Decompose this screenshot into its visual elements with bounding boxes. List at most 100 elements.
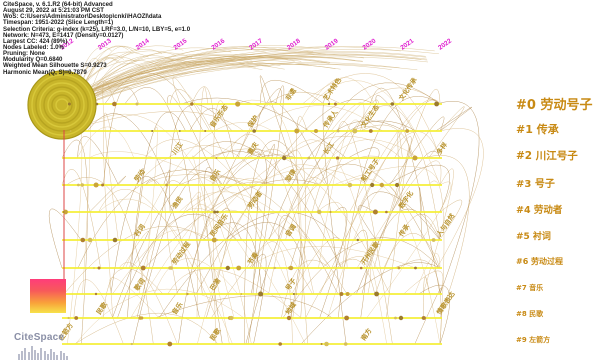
- keyword-node[interactable]: [167, 341, 173, 347]
- keyword-node[interactable]: [213, 210, 217, 214]
- keyword-node[interactable]: [324, 341, 329, 347]
- keyword-node[interactable]: [165, 183, 169, 187]
- keyword-label[interactable]: 民歌: [207, 326, 222, 342]
- keyword-node[interactable]: [390, 102, 395, 106]
- keyword-node[interactable]: [93, 182, 99, 188]
- keyword-node[interactable]: [314, 129, 318, 133]
- keyword-label[interactable]: 劳动者: [245, 189, 264, 211]
- keyword-node[interactable]: [317, 209, 322, 215]
- keyword-node[interactable]: [339, 292, 344, 296]
- keyword-label[interactable]: 重庆: [245, 140, 260, 156]
- keyword-node[interactable]: [112, 237, 118, 243]
- keyword-node[interactable]: [345, 292, 350, 296]
- keyword-node[interactable]: [320, 343, 323, 345]
- keyword-label[interactable]: 旋律: [282, 167, 298, 184]
- keyword-node[interactable]: [94, 292, 98, 296]
- keyword-node[interactable]: [294, 128, 300, 134]
- keyword-node[interactable]: [394, 316, 397, 320]
- keyword-label[interactable]: 劳动: [132, 167, 147, 183]
- keyword-node[interactable]: [379, 182, 384, 188]
- keyword-node[interactable]: [151, 130, 154, 132]
- keyword-label[interactable]: 歌词: [132, 276, 147, 292]
- keyword-node[interactable]: [356, 238, 359, 242]
- keyword-label[interactable]: 渔民: [170, 194, 185, 210]
- keyword-node[interactable]: [327, 102, 331, 106]
- keyword-node[interactable]: [370, 182, 375, 188]
- keyword-node[interactable]: [385, 210, 388, 214]
- keyword-node[interactable]: [333, 102, 337, 106]
- keyword-label[interactable]: 劳动过程: [170, 239, 193, 266]
- cluster-legend-item[interactable]: #8 民歌: [516, 310, 544, 318]
- keyword-node[interactable]: [135, 102, 139, 106]
- keyword-label[interactable]: 巴渝: [207, 276, 222, 292]
- keyword-label[interactable]: 数字化: [396, 189, 415, 211]
- keyword-node[interactable]: [240, 293, 243, 295]
- keyword-label[interactable]: 民歌: [94, 300, 109, 316]
- keyword-node[interactable]: [112, 101, 117, 107]
- keyword-node[interactable]: [395, 182, 400, 188]
- cluster-legend-item[interactable]: #6 劳动过程: [516, 257, 564, 266]
- keyword-node[interactable]: [225, 265, 230, 271]
- keyword-label[interactable]: 音乐: [207, 167, 222, 183]
- keyword-node[interactable]: [80, 183, 85, 187]
- keyword-node[interactable]: [215, 157, 218, 159]
- keyword-node[interactable]: [130, 342, 133, 346]
- keyword-label[interactable]: 多样: [434, 140, 449, 156]
- keyword-node[interactable]: [405, 129, 410, 133]
- keyword-node[interactable]: [77, 183, 80, 187]
- keyword-node[interactable]: [286, 315, 292, 321]
- keyword-label[interactable]: 音调: [283, 222, 298, 238]
- keyword-node[interactable]: [140, 265, 146, 271]
- keyword-label[interactable]: 艺术特色: [321, 75, 344, 102]
- keyword-label[interactable]: 非遗: [283, 86, 298, 102]
- cluster-legend-item[interactable]: #2 川江号子: [516, 150, 578, 162]
- keyword-node[interactable]: [97, 266, 101, 270]
- keyword-node[interactable]: [169, 266, 173, 270]
- keyword-node[interactable]: [374, 291, 379, 297]
- keyword-node[interactable]: [95, 102, 99, 106]
- keyword-node[interactable]: [69, 130, 72, 132]
- keyword-node[interactable]: [292, 293, 295, 295]
- keyword-node[interactable]: [258, 291, 264, 297]
- cluster-legend-item[interactable]: #1 传承: [516, 123, 559, 136]
- keyword-node[interactable]: [398, 315, 404, 321]
- keyword-node[interactable]: [67, 102, 71, 106]
- keyword-node[interactable]: [62, 211, 65, 213]
- keyword-label[interactable]: 民间音乐: [207, 211, 230, 238]
- keyword-node[interactable]: [216, 210, 219, 214]
- keyword-node[interactable]: [352, 128, 358, 134]
- cluster-legend-item[interactable]: #5 衬词: [516, 232, 551, 242]
- keyword-label[interactable]: 音乐: [170, 300, 185, 316]
- keyword-node[interactable]: [67, 316, 70, 320]
- keyword-node[interactable]: [273, 266, 276, 270]
- keyword-node[interactable]: [278, 342, 283, 346]
- keyword-node[interactable]: [87, 237, 93, 243]
- keyword-node[interactable]: [178, 130, 181, 132]
- keyword-node[interactable]: [93, 267, 95, 269]
- cluster-legend-item[interactable]: #3 号子: [516, 179, 555, 190]
- keyword-node[interactable]: [336, 156, 340, 160]
- keyword-node[interactable]: [186, 292, 189, 296]
- keyword-node[interactable]: [343, 342, 348, 346]
- keyword-node[interactable]: [229, 315, 234, 321]
- keyword-node[interactable]: [295, 293, 298, 295]
- keyword-node[interactable]: [359, 266, 363, 270]
- keyword-node[interactable]: [434, 101, 439, 107]
- cluster-legend-item[interactable]: #4 劳动者: [516, 205, 563, 216]
- keyword-node[interactable]: [422, 316, 426, 320]
- keyword-label[interactable]: 传承: [396, 222, 412, 239]
- keyword-node[interactable]: [138, 316, 142, 320]
- hub-node[interactable]: [27, 70, 97, 140]
- keyword-node[interactable]: [211, 237, 217, 243]
- keyword-node[interactable]: [236, 265, 242, 271]
- keyword-node[interactable]: [307, 156, 311, 160]
- keyword-node[interactable]: [344, 315, 349, 321]
- keyword-node[interactable]: [235, 101, 241, 107]
- keyword-node[interactable]: [414, 266, 417, 270]
- keyword-node[interactable]: [80, 237, 86, 243]
- keyword-node[interactable]: [372, 209, 378, 215]
- keyword-label[interactable]: 衬词: [132, 222, 147, 238]
- keyword-node[interactable]: [336, 129, 340, 133]
- keyword-node[interactable]: [63, 209, 68, 215]
